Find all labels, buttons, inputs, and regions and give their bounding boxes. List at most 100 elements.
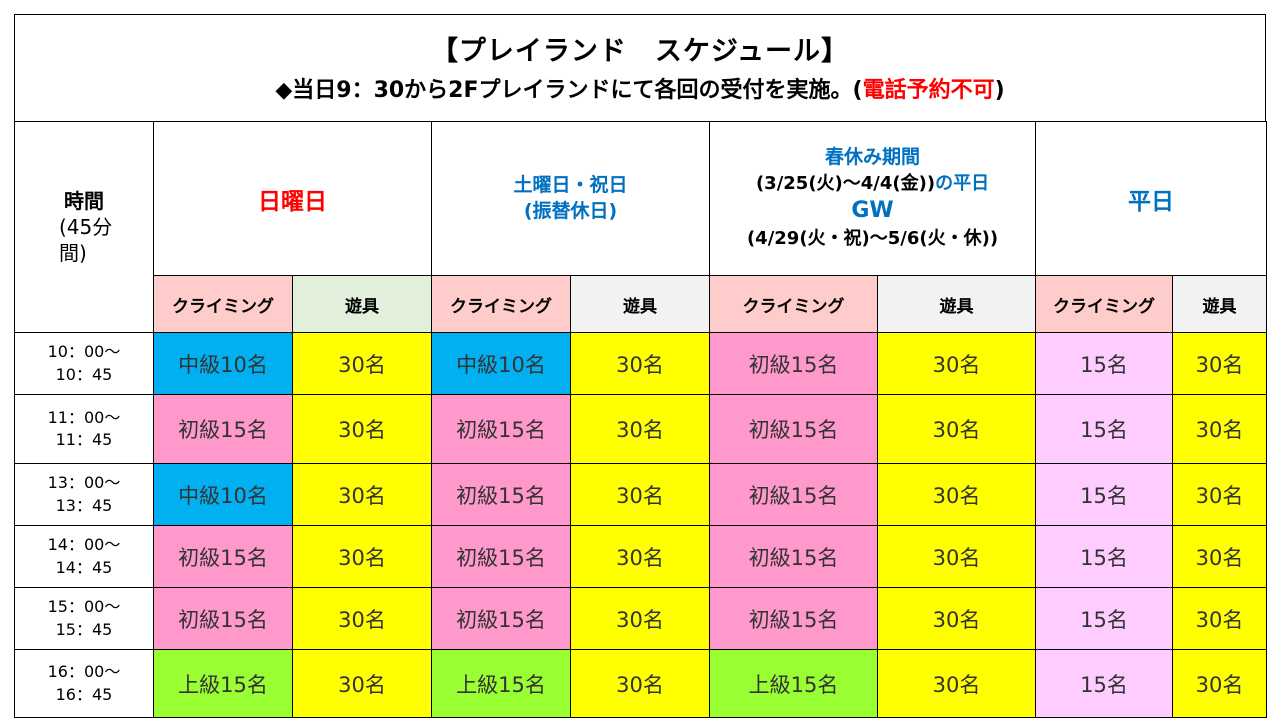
climbing-cell: 初級15名 <box>709 394 879 464</box>
time-end: 13：45 <box>55 495 113 515</box>
gw-dates: (4/29(火・祝)～5/6(火・休)) <box>746 228 999 250</box>
climbing-cell: 初級15名 <box>153 525 293 588</box>
reception-notice-end: ) <box>994 78 1005 103</box>
group-header-spring-gw: 春休み期間 (3/25(火)～4/4(金))の平日 GW (4/29(火・祝)～… <box>709 121 1037 276</box>
climbing-cell: 15名 <box>1035 649 1174 718</box>
climbing-cell: 初級15名 <box>153 394 293 464</box>
time-start: 11：00～ <box>47 407 121 427</box>
subheader-climbing-sunday: クライミング <box>153 275 293 333</box>
time-start: 15：00～ <box>47 597 121 617</box>
climbing-cell: 15名 <box>1035 587 1174 650</box>
spring-break-weekdays: の平日 <box>935 172 990 194</box>
climbing-cell: 上級15名 <box>431 649 571 718</box>
play-cell: 30名 <box>877 394 1037 464</box>
table-row: 16：00～ 16：45 上級15名 30名 上級15名 30名 上級15名 30… <box>14 649 1268 718</box>
play-cell: 30名 <box>877 463 1037 526</box>
play-cell: 30名 <box>292 394 432 464</box>
climbing-cell: 初級15名 <box>431 587 571 650</box>
time-end: 11：45 <box>55 430 113 449</box>
climbing-cell: 初級15名 <box>709 587 879 650</box>
play-cell: 30名 <box>1172 463 1268 526</box>
time-header-duration: (45分 <box>59 215 113 239</box>
time-end: 10：45 <box>55 364 113 384</box>
time-end: 14：45 <box>55 557 113 577</box>
time-column-header: 時間 (45分 間) <box>14 121 154 333</box>
play-cell: 30名 <box>569 525 711 588</box>
substitute-holiday-label: (振替休日) <box>523 199 618 222</box>
time-start: 14：00～ <box>47 535 121 555</box>
play-cell: 30名 <box>877 332 1037 395</box>
play-cell: 30名 <box>569 649 711 718</box>
table-row: 15：00～ 15：45 初級15名 30名 初級15名 30名 初級15名 30… <box>14 587 1268 650</box>
play-cell: 30名 <box>1172 394 1268 464</box>
subheader-climbing-saturday: クライミング <box>431 275 571 333</box>
climbing-cell: 15名 <box>1035 463 1174 526</box>
climbing-cell: 上級15名 <box>153 649 293 718</box>
climbing-cell: 初級15名 <box>153 587 293 650</box>
play-cell: 30名 <box>877 587 1037 650</box>
time-slot: 16：00～ 16：45 <box>14 649 154 718</box>
saturday-holiday-label: 土曜日・祝日 <box>513 173 628 196</box>
play-cell: 30名 <box>877 525 1037 588</box>
climbing-cell: 初級15名 <box>431 463 571 526</box>
play-cell: 30名 <box>292 525 432 588</box>
time-slot: 10：00～ 10：45 <box>14 332 154 395</box>
climbing-cell: 初級15名 <box>431 525 571 588</box>
time-start: 13：00～ <box>47 473 121 493</box>
subheader-play-weekday: 遊具 <box>1172 275 1268 333</box>
table-row: 13：00～ 13：45 中級10名 30名 初級15名 30名 初級15名 30… <box>14 463 1268 526</box>
subheader-play-spring: 遊具 <box>877 275 1037 333</box>
spring-break-dates: (3/25(火)～4/4(金)) <box>755 172 936 194</box>
time-end: 15：45 <box>55 619 113 639</box>
time-slot: 14：00～ 14：45 <box>14 525 154 588</box>
play-cell: 30名 <box>1172 649 1268 718</box>
reception-notice-text: ◆当日9：30から2Fプレイランドにて各回の受付を実施。( <box>275 78 863 103</box>
spring-break-label: 春休み期間 <box>825 146 921 169</box>
subheader-climbing-weekday: クライミング <box>1035 275 1174 333</box>
climbing-cell: 初級15名 <box>709 332 879 395</box>
subheader-play-saturday: 遊具 <box>569 275 711 333</box>
climbing-cell: 中級10名 <box>431 332 571 395</box>
reception-notice: ◆当日9：30から2Fプレイランドにて各回の受付を実施。(電話予約不可) <box>15 72 1265 104</box>
play-cell: 30名 <box>569 394 711 464</box>
play-cell: 30名 <box>569 463 711 526</box>
play-cell: 30名 <box>292 649 432 718</box>
climbing-cell: 中級10名 <box>153 332 293 395</box>
subheader-climbing-spring: クライミング <box>709 275 879 333</box>
page-title: 【プレイランド スケジュール】 <box>430 36 850 67</box>
time-header-duration-end: 間) <box>59 241 87 265</box>
play-cell: 30名 <box>569 587 711 650</box>
climbing-cell: 初級15名 <box>709 463 879 526</box>
time-header-label: 時間 <box>64 189 104 213</box>
climbing-cell: 上級15名 <box>709 649 879 718</box>
climbing-cell: 初級15名 <box>709 525 879 588</box>
time-start: 16：00～ <box>47 662 121 682</box>
table-row: 11：00～ 11：45 初級15名 30名 初級15名 30名 初級15名 30… <box>14 394 1268 464</box>
schedule-header: 【プレイランド スケジュール】 ◆当日9：30から2Fプレイランドにて各回の受付… <box>14 14 1266 121</box>
climbing-cell: 中級10名 <box>153 463 293 526</box>
climbing-cell: 15名 <box>1035 394 1174 464</box>
table-row: 14：00～ 14：45 初級15名 30名 初級15名 30名 初級15名 30… <box>14 525 1268 588</box>
play-cell: 30名 <box>292 463 432 526</box>
play-cell: 30名 <box>1172 332 1268 395</box>
play-cell: 30名 <box>292 587 432 650</box>
no-phone-reservation: 電話予約不可 <box>862 78 995 103</box>
time-end: 16：45 <box>55 684 113 704</box>
play-cell: 30名 <box>292 332 432 395</box>
schedule-table: 時間 (45分 間) 日曜日 土曜日・祝日 (振替休日) 春休み期間 (3/25… <box>14 121 1268 718</box>
time-slot: 11：00～ 11：45 <box>14 394 154 464</box>
time-slot: 13：00～ 13：45 <box>14 463 154 526</box>
time-slot: 15：00～ 15：45 <box>14 587 154 650</box>
play-cell: 30名 <box>1172 525 1268 588</box>
climbing-cell: 15名 <box>1035 332 1174 395</box>
group-header-saturday-holiday: 土曜日・祝日 (振替休日) <box>430 121 711 276</box>
play-cell: 30名 <box>1172 587 1268 650</box>
play-cell: 30名 <box>569 332 711 395</box>
gw-label: GW <box>851 198 894 224</box>
climbing-cell: 15名 <box>1035 525 1174 588</box>
subheader-play-sunday: 遊具 <box>292 275 432 333</box>
group-header-sunday: 日曜日 <box>153 121 432 276</box>
time-start: 10：00～ <box>47 342 121 362</box>
play-cell: 30名 <box>877 649 1037 718</box>
climbing-cell: 初級15名 <box>431 394 571 464</box>
